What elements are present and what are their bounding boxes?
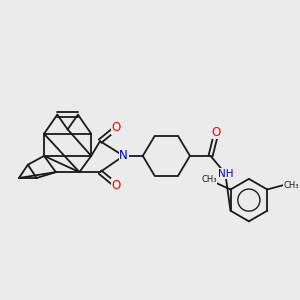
- Text: O: O: [112, 179, 121, 192]
- Text: NH: NH: [218, 169, 233, 178]
- Text: O: O: [112, 122, 121, 134]
- Text: N: N: [119, 149, 128, 162]
- Text: O: O: [212, 126, 221, 139]
- Text: CH₃: CH₃: [283, 181, 298, 190]
- Text: CH₃: CH₃: [201, 175, 217, 184]
